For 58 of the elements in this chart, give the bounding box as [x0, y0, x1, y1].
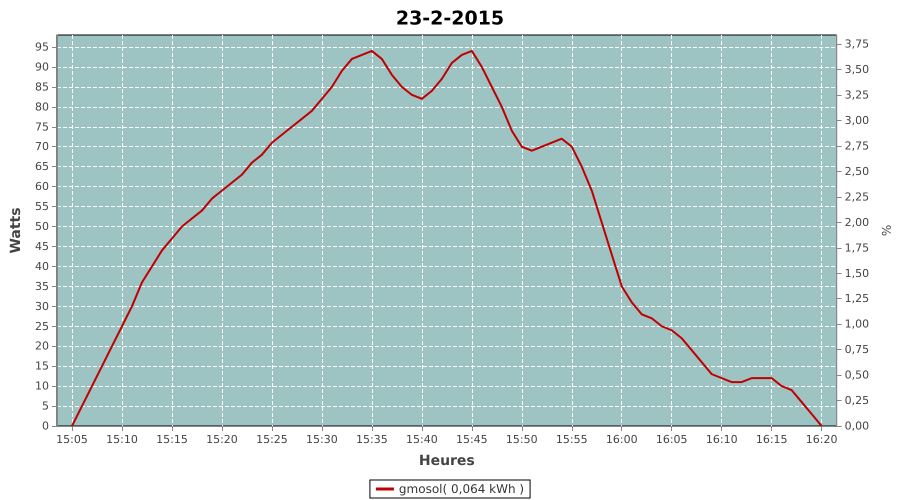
y-tick-label: 20: [35, 340, 49, 353]
x-tick-label: 15:25: [256, 433, 288, 446]
y-tick-label: 65: [35, 160, 49, 174]
y-tick-label: 50: [35, 220, 49, 234]
y-tick-label: 90: [35, 60, 49, 74]
y-tick-label: 40: [35, 260, 49, 273]
y2-tick-label: 3,75: [844, 38, 870, 51]
y-tick-label: 0: [42, 420, 49, 432]
y-tick-label: 70: [35, 140, 49, 154]
y-tick-label: 75: [35, 120, 49, 134]
y-axis-title: Watts: [8, 207, 24, 254]
legend-label: gmosol( 0,064 kWh ): [398, 482, 524, 496]
x-tick-label: 15:30: [306, 433, 338, 446]
y2-tick-label: 1,25: [844, 292, 870, 306]
x-tick-label: 15:05: [56, 433, 88, 446]
y2-axis-title: %: [879, 224, 893, 236]
x-tick-label: 16:15: [756, 433, 788, 446]
y-tick-label: 10: [35, 380, 49, 393]
y-tick-label: 15: [35, 360, 49, 373]
x-tick-label: 15:10: [106, 433, 138, 446]
y-tick-label: 30: [35, 300, 49, 313]
y2-tick-label: 2,75: [844, 139, 870, 152]
y2-tick-label: 3,50: [844, 63, 870, 76]
y-tick-label: 25: [35, 320, 49, 333]
y2-tick-label: 1,50: [844, 266, 870, 280]
line-series: [70, 50, 823, 427]
y-tick-label: 60: [35, 180, 49, 194]
y2-tick-label: 1,00: [844, 318, 870, 331]
y2-tick-label: 0,00: [844, 420, 870, 432]
y-tick-label: 5: [42, 400, 49, 413]
x-tick-label: 15:20: [206, 433, 238, 446]
x-tick-label: 15:40: [406, 433, 438, 446]
y2-tick-label: 1,75: [844, 241, 870, 254]
x-tick-label: 15:55: [556, 433, 588, 446]
y2-tick-label: 2,50: [844, 164, 870, 178]
x-tick-label: 15:45: [456, 433, 488, 446]
y2-tick-label: 0,25: [844, 394, 870, 408]
x-tick-label: 16:10: [706, 433, 738, 446]
x-axis-title: Heures: [418, 453, 475, 469]
x-tick-label: 15:50: [506, 433, 538, 446]
x-tick-label: 16:20: [806, 433, 838, 446]
y2-tick-label: 3,00: [844, 114, 870, 128]
x-tick-label: 16:00: [606, 433, 638, 446]
y-tick-label: 85: [35, 80, 49, 94]
y-tick-label: 95: [35, 40, 49, 54]
x-tick-label: 15:35: [356, 433, 388, 446]
y-tick-label: 80: [35, 100, 49, 114]
y2-tick-label: 3,25: [844, 88, 870, 102]
chart-title: 23-2-2015: [396, 8, 504, 30]
y2-tick-label: 2,00: [844, 216, 870, 229]
y2-tick-label: 0,50: [844, 368, 870, 382]
x-tick-label: 16:05: [656, 433, 688, 446]
y-tick-label: 35: [35, 280, 49, 293]
x-tick-label: 15:15: [156, 433, 188, 446]
y-tick-label: 55: [35, 200, 49, 214]
y2-tick-label: 2,25: [844, 190, 870, 204]
y-tick-label: 45: [35, 240, 49, 253]
y2-tick-label: 0,75: [844, 343, 870, 356]
